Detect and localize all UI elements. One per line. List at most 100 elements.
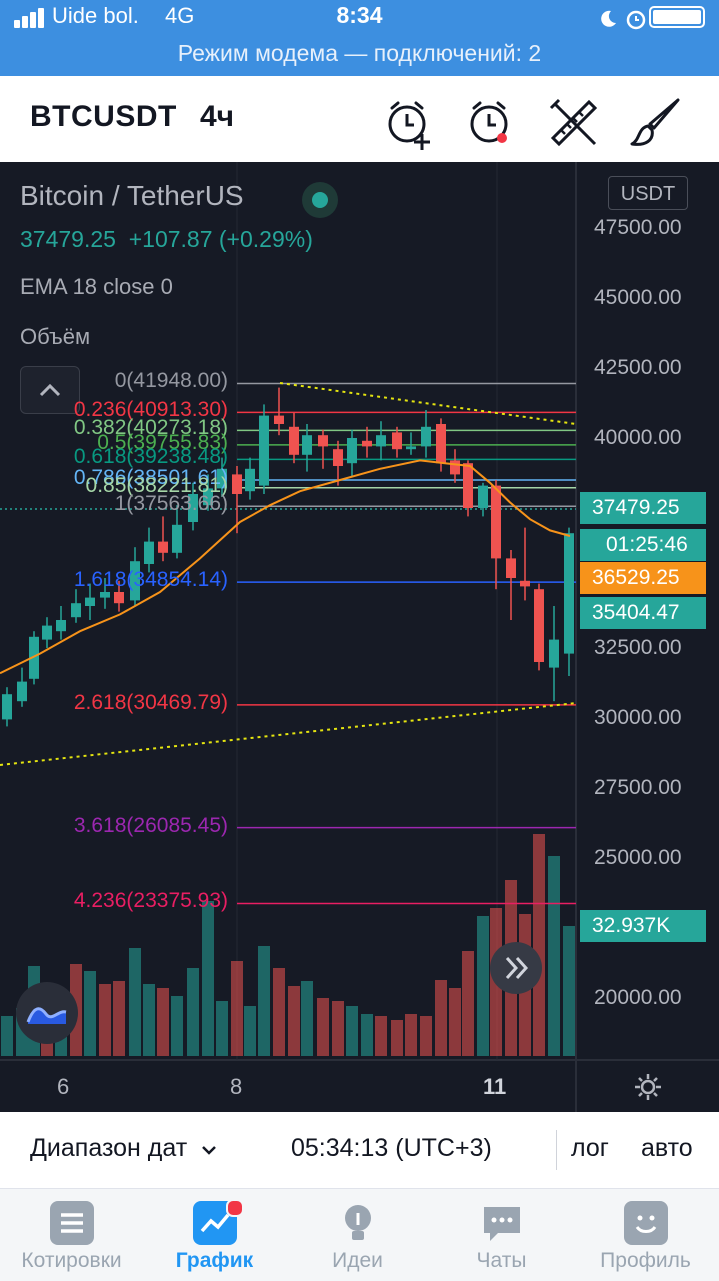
price-scale[interactable]: USDT 47500.00 45000.00 42500.00 40000.00 325… [576, 162, 719, 1060]
price-label: 25000.00 [594, 846, 682, 869]
candle-body [17, 681, 27, 702]
candle-body [274, 415, 284, 424]
log-scale-toggle[interactable]: лог [571, 1134, 609, 1162]
volume-bar [231, 961, 243, 1056]
volume-bar [113, 981, 125, 1056]
volume-bar [548, 856, 560, 1056]
candle-body [491, 485, 501, 559]
volume-bar [449, 988, 461, 1056]
date-range-button[interactable]: Диапазон дат [30, 1134, 218, 1163]
price-label: 20000.00 [594, 986, 682, 1009]
settings-gear-icon[interactable] [632, 1071, 664, 1103]
candle-body [376, 435, 386, 447]
price-label: 30000.00 [594, 706, 682, 729]
date-range-label: Диапазон дат [30, 1134, 188, 1162]
volume-bar [258, 946, 270, 1056]
hotspot-banner[interactable]: Режим модема — подключений: 2 [177, 40, 542, 66]
candle-body [144, 541, 154, 564]
tab-ideas-label: Идеи [332, 1249, 383, 1272]
brush-icon[interactable] [628, 94, 684, 150]
volume-bar [533, 834, 545, 1056]
candle-body [158, 541, 168, 553]
alert-icon[interactable] [462, 94, 518, 150]
time-label-8: 8 [230, 1074, 243, 1099]
fib-level-label: 0.382(40273.18) [73, 416, 228, 440]
collapse-legend-button[interactable] [20, 366, 80, 414]
candle-body [421, 426, 431, 447]
fib-level-label: 0.85(38221.81) [85, 473, 228, 497]
last-price-badge: 37479.25 [580, 492, 706, 524]
fib-level-label: 2.618(30469.79) [73, 690, 228, 714]
fib-level-label: 0.786(38501.61) [73, 465, 228, 489]
candle-body [362, 440, 372, 447]
price-label: 45000.00 [594, 286, 682, 309]
tools-icon[interactable] [545, 94, 601, 150]
candle-body [245, 468, 255, 492]
volume-bar [143, 984, 155, 1056]
volume-badge: 32.937K [580, 910, 706, 942]
chart-area[interactable]: Bitcoin / TetherUS 37479.25 +107.87 (+0.… [0, 162, 719, 1112]
candle-body [42, 625, 52, 640]
tab-quotes[interactable]: Котировки [0, 1189, 143, 1281]
time-label-6: 6 [57, 1074, 70, 1099]
volume-bar [435, 980, 447, 1056]
candle-body [347, 438, 357, 464]
candle-body [259, 415, 269, 486]
candle-body [392, 432, 402, 450]
timeframe-button[interactable]: 4ч [200, 100, 235, 133]
candle-body [188, 494, 198, 522]
volume-bar [202, 901, 214, 1056]
bottom-tab-bar: Котировки График Идеи Чаты Профиль [0, 1188, 719, 1281]
volume-bar [1, 1016, 13, 1056]
symbol-button[interactable]: BTCUSDT [30, 100, 177, 133]
tab-ideas[interactable]: Идеи [286, 1189, 429, 1281]
chevron-up-icon [39, 383, 61, 397]
double-chevron-right-icon [505, 956, 529, 980]
tab-quotes-label: Котировки [21, 1249, 122, 1272]
volume-bar [129, 948, 141, 1056]
volume-bars [1, 834, 575, 1056]
chevron-down-icon [202, 1146, 217, 1155]
chart-type-button[interactable] [16, 982, 78, 1044]
currency-button[interactable]: USDT [608, 176, 688, 210]
status-bar: Uide bol. 4G 8:34 Режим модема — подключ… [0, 0, 719, 76]
candle-body [436, 424, 446, 464]
carrier-name: Uide bol. [52, 3, 139, 28]
candle-body [463, 463, 473, 508]
timezone-button[interactable]: 05:34:13 (UTC+3) [291, 1134, 492, 1162]
tab-chats-label: Чаты [476, 1249, 527, 1272]
ema-indicator-label[interactable]: EMA 18 close 0 [20, 274, 173, 299]
volume-bar [84, 971, 96, 1056]
price-label: 27500.00 [594, 776, 682, 799]
ema-badge: 36529.25 [580, 562, 706, 594]
last-price-value: 37479.25 [20, 226, 116, 252]
tab-chart[interactable]: График [143, 1189, 286, 1281]
signal-icon [14, 8, 46, 28]
auto-scale-toggle[interactable]: авто [641, 1134, 693, 1162]
add-alert-icon[interactable] [380, 94, 436, 150]
trendline-upper [279, 382, 577, 425]
candle-body [302, 435, 312, 455]
volume-bar [171, 996, 183, 1056]
price-label: 32500.00 [594, 636, 682, 659]
tab-chats[interactable]: Чаты [430, 1189, 573, 1281]
scroll-to-realtime-button[interactable] [490, 942, 542, 994]
profile-icon [623, 1201, 668, 1245]
fib-level-label: 0(41948.00) [114, 369, 228, 393]
ema-line [0, 459, 571, 675]
volume-indicator-label[interactable]: Объём [20, 324, 91, 349]
volume-bar [375, 1016, 387, 1056]
price-label: 47500.00 [594, 216, 682, 239]
volume-bar [288, 986, 300, 1056]
price-label: 42500.00 [594, 356, 682, 379]
candles [2, 387, 574, 727]
volume-bar [405, 1014, 417, 1056]
volume-bar [157, 988, 169, 1056]
tab-profile[interactable]: Профиль [574, 1189, 717, 1281]
volume-bar [563, 926, 575, 1056]
volume-bar [420, 1016, 432, 1056]
fib-level-label: 0.236(40913.30) [73, 398, 228, 422]
candle-body [506, 558, 516, 578]
volume-bar [317, 998, 329, 1056]
pair-title: Bitcoin / TetherUS [20, 180, 244, 211]
